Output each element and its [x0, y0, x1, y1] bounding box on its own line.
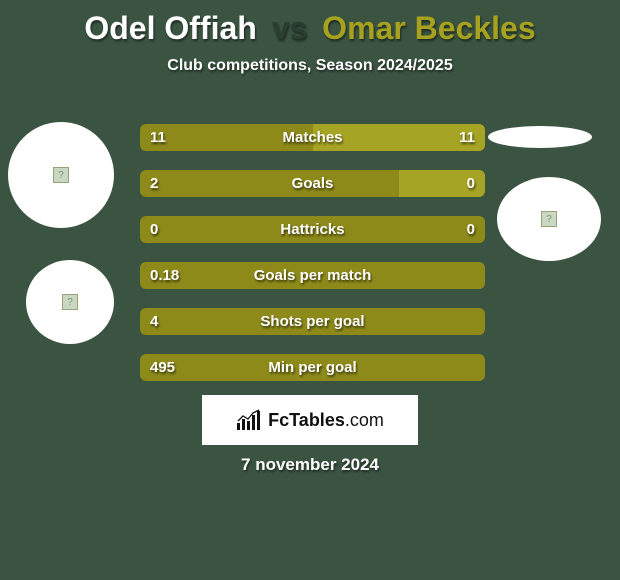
comparison-title: Odel Offiah vs Omar Beckles — [0, 0, 620, 47]
stat-bar-left — [140, 170, 399, 197]
stat-row: 0.18Goals per match — [140, 262, 485, 289]
player1-club-circle — [26, 260, 114, 344]
stat-left-value: 0 — [150, 216, 158, 243]
stat-right-value: 0 — [467, 170, 475, 197]
placeholder-icon — [53, 167, 69, 183]
date-text: 7 november 2024 — [0, 455, 620, 475]
player2-name: Omar Beckles — [322, 10, 535, 46]
placeholder-icon — [62, 294, 78, 310]
player1-name: Odel Offiah — [84, 10, 256, 46]
stat-bar-full — [140, 354, 485, 381]
brand-logo-icon — [236, 409, 262, 431]
stat-left-value: 0.18 — [150, 262, 179, 289]
stat-bar-full — [140, 216, 485, 243]
stat-row: 20Goals — [140, 170, 485, 197]
stat-left-value: 4 — [150, 308, 158, 335]
stats-bars: 1111Matches20Goals00Hattricks0.18Goals p… — [140, 124, 485, 400]
stat-left-value: 11 — [150, 124, 166, 151]
player1-photo-circle — [8, 122, 114, 228]
subtitle: Club competitions, Season 2024/2025 — [0, 57, 620, 75]
stat-row: 1111Matches — [140, 124, 485, 151]
placeholder-icon — [541, 211, 557, 227]
stat-left-value: 495 — [150, 354, 175, 381]
stat-row: 495Min per goal — [140, 354, 485, 381]
stat-right-value: 0 — [467, 216, 475, 243]
brand-box: FcTables.com — [202, 395, 418, 445]
player2-club-ellipse — [488, 126, 592, 148]
stat-right-value: 11 — [459, 124, 475, 151]
brand-text: FcTables.com — [268, 410, 384, 431]
stat-row: 4Shots per goal — [140, 308, 485, 335]
stat-row: 00Hattricks — [140, 216, 485, 243]
stat-bar-full — [140, 308, 485, 335]
vs-text: vs — [272, 10, 308, 46]
brand-light: .com — [345, 410, 384, 430]
stat-bar-full — [140, 262, 485, 289]
player2-photo-circle — [497, 177, 601, 261]
stat-left-value: 2 — [150, 170, 158, 197]
brand-bold: FcTables — [268, 410, 345, 430]
